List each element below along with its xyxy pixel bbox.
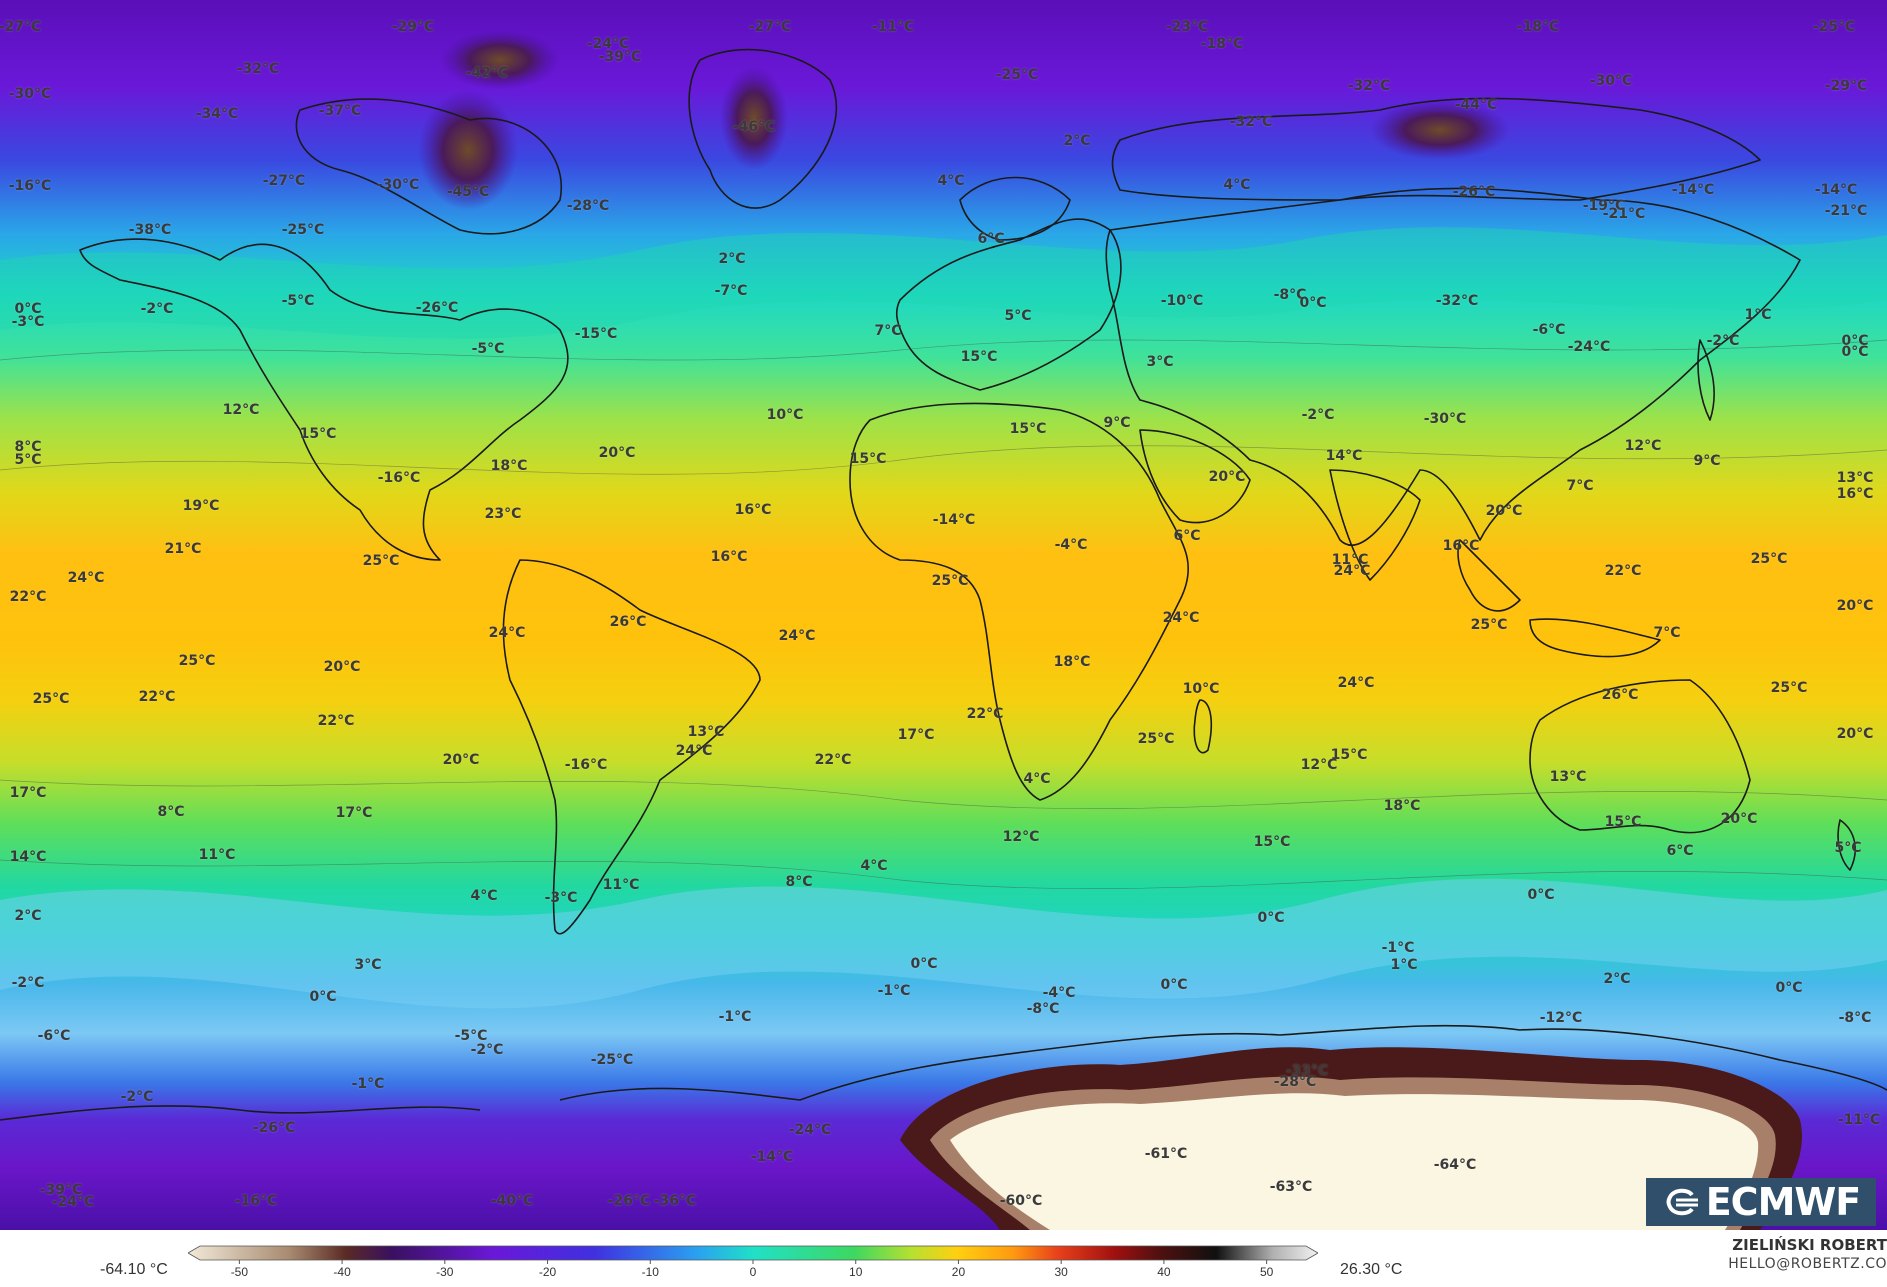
ecmwf-logo: ECMWF: [1646, 1178, 1876, 1226]
colorbar-min-label: -64.10 °C: [100, 1261, 168, 1278]
colorbar-tick-label: 20: [952, 1265, 966, 1279]
ecmwf-logo-icon: [1666, 1188, 1698, 1216]
colorbar-tick-label: 30: [1055, 1265, 1069, 1279]
author-name: ZIELIŃSKI ROBERT: [1732, 1236, 1887, 1254]
colorbar-tick-label: 40: [1157, 1265, 1171, 1279]
coastlines: [0, 48, 1887, 1121]
colorbar-tick-label: 10: [849, 1265, 863, 1279]
author-credit: ZIELIŃSKI ROBERT HELLO@ROBERTZ.CO: [1728, 1236, 1887, 1272]
colorbar: -50 -40 -30 -20 -10 0 10 20 30 40 50: [188, 1245, 1318, 1279]
colorbar-tick-label: -50: [231, 1265, 249, 1279]
colorbar-tick-label: -20: [539, 1265, 557, 1279]
colorbar-tick-label: 50: [1260, 1265, 1274, 1279]
author-email: HELLO@ROBERTZ.CO: [1728, 1256, 1887, 1272]
temperature-map[interactable]: [0, 0, 1887, 1230]
colorbar-tick-label: -40: [333, 1265, 351, 1279]
colorbar-tick-label: -10: [642, 1265, 660, 1279]
colorbar-tick-label: -30: [436, 1265, 454, 1279]
colorbar-tick-label: 0: [750, 1265, 757, 1279]
colorbar-max-label: 26.30 °C: [1340, 1261, 1403, 1278]
ecmwf-logo-text: ECMWF: [1705, 1180, 1862, 1224]
